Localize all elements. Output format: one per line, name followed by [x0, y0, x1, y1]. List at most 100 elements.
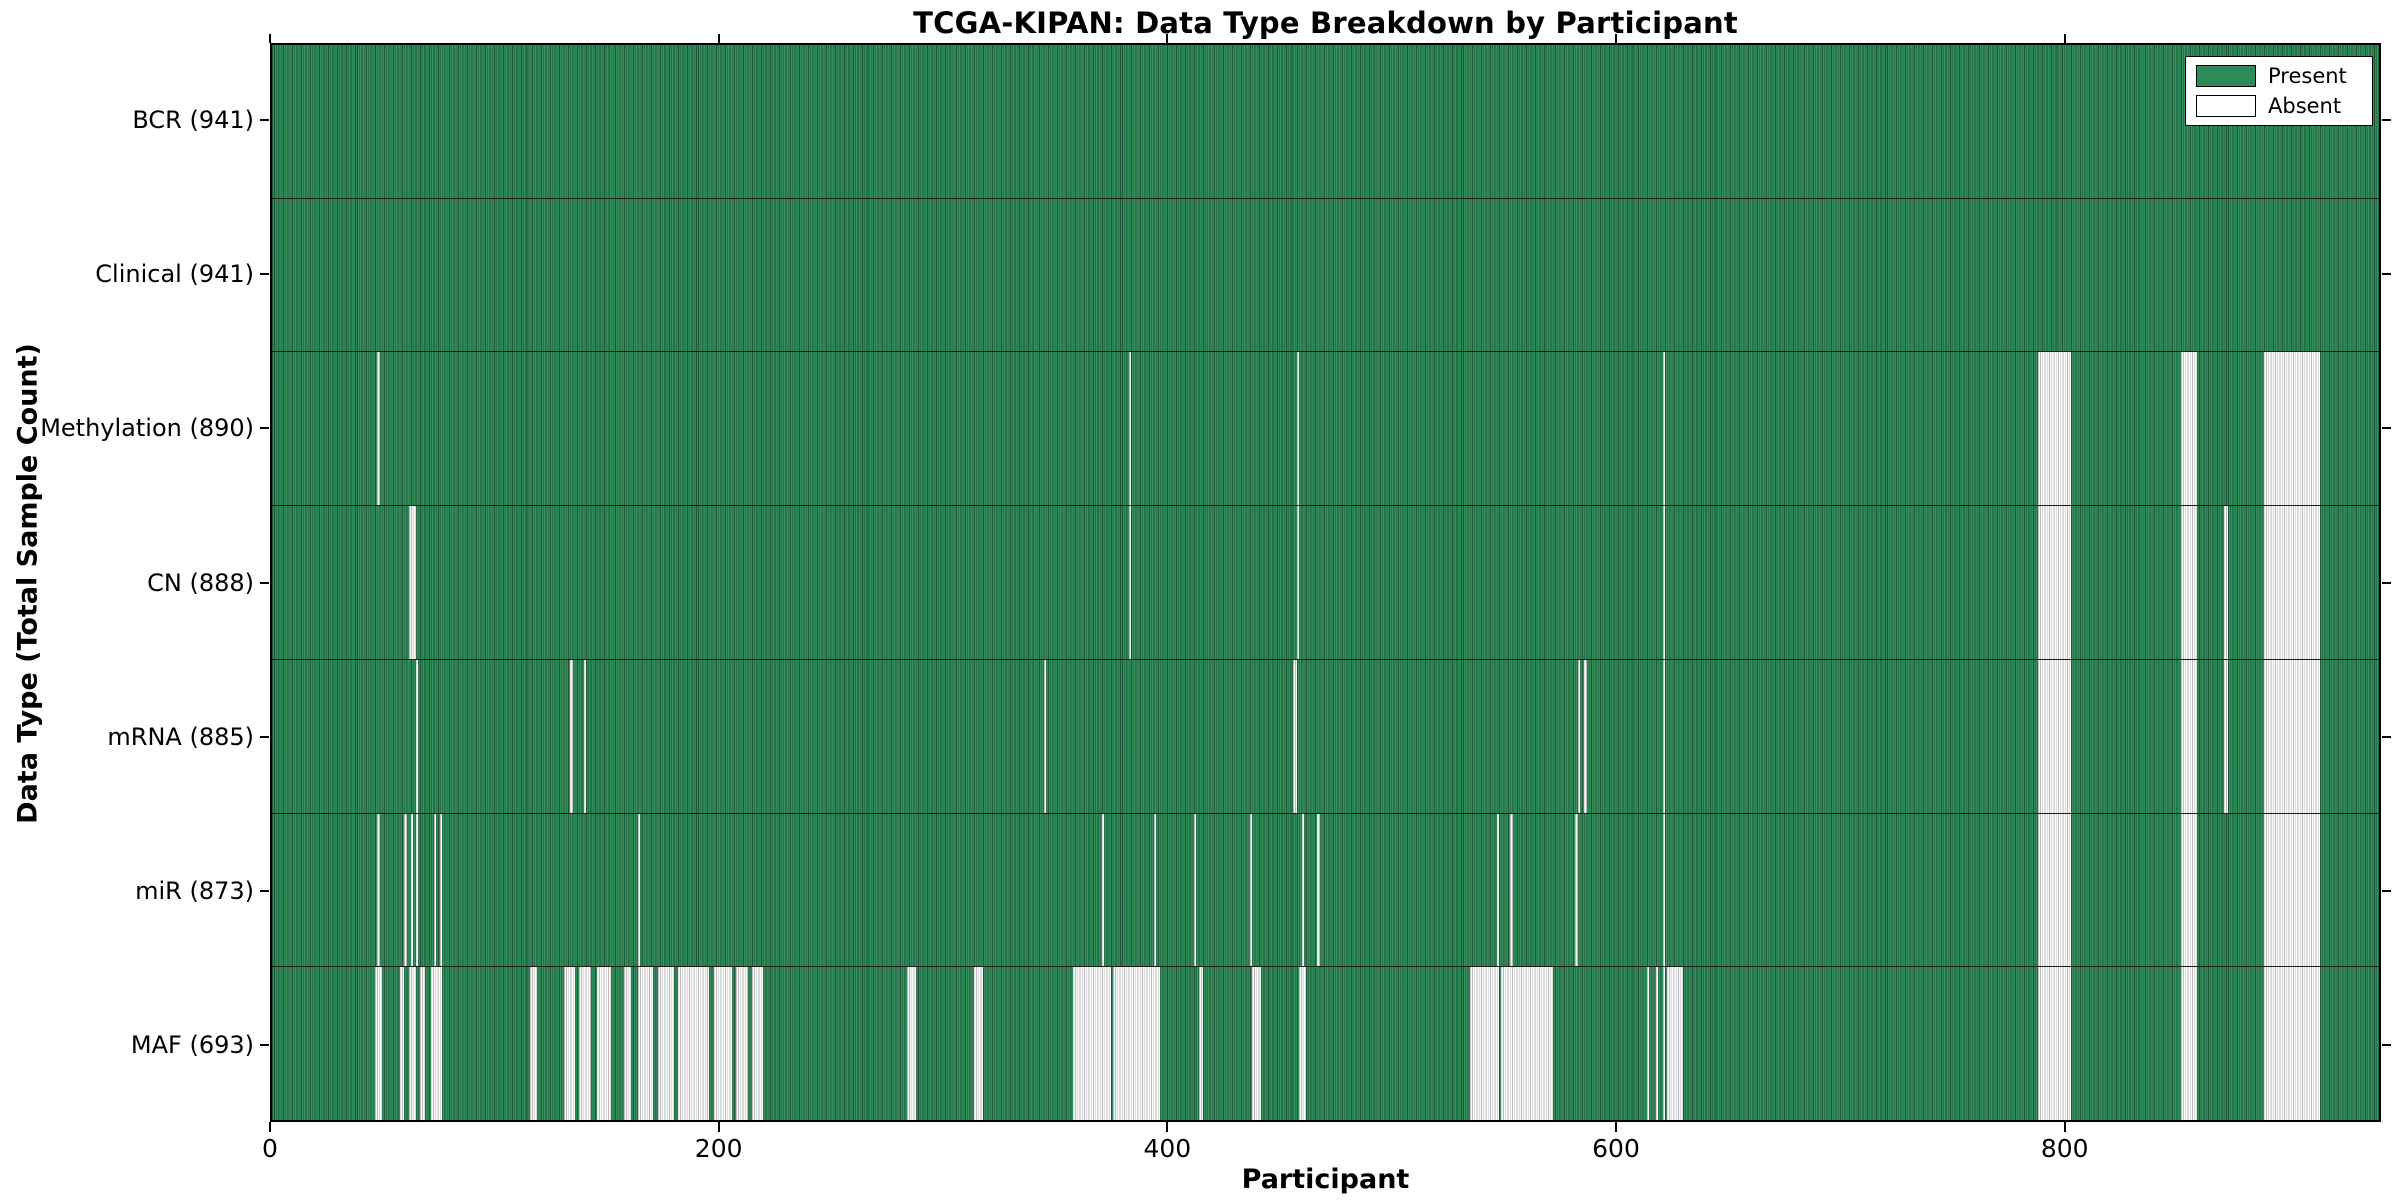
legend-label-present: Present [2268, 64, 2347, 88]
absent-stripe [2037, 352, 2072, 506]
absent-stripe [1662, 659, 1666, 813]
absent-stripe [570, 659, 573, 813]
absent-stripe [1662, 813, 1666, 967]
absent-stripe [752, 967, 764, 1121]
absent-stripe [1667, 967, 1684, 1121]
absent-stripe [1662, 352, 1666, 506]
ytick-mark-right [2382, 581, 2391, 584]
absent-stripe [1575, 813, 1578, 967]
legend-label-absent: Absent [2268, 94, 2342, 118]
row-band-mir [272, 813, 2379, 968]
absent-stripe [1128, 352, 1132, 506]
ytick-mark [260, 427, 269, 430]
absent-stripe [1301, 813, 1304, 967]
absent-stripe [1297, 352, 1300, 506]
xtick-mark [1615, 1122, 1617, 1132]
absent-stripe [411, 813, 414, 967]
absent-stripe [433, 813, 436, 967]
row-band-clinical [272, 198, 2379, 353]
absent-stripe [2181, 967, 2197, 1121]
absent-stripe [2181, 659, 2197, 813]
absent-stripe [1510, 813, 1513, 967]
xtick-mark [269, 1122, 271, 1132]
absent-stripe [2181, 352, 2197, 506]
absent-stripe [440, 813, 443, 967]
absent-stripe [2037, 813, 2072, 967]
ytick-mark-right [2382, 889, 2391, 892]
row-band-mrna [272, 659, 2379, 814]
absent-stripe [2264, 813, 2321, 967]
xtick-mark-top [269, 34, 271, 43]
absent-stripe [2181, 813, 2197, 967]
xtick-label-0: 0 [262, 1134, 278, 1163]
absent-stripe [678, 967, 710, 1121]
ytick-mark-right [2382, 735, 2391, 738]
absent-stripe [1317, 813, 1320, 967]
xtick-label-800: 800 [2040, 1134, 2089, 1163]
xtick-mark [717, 1122, 720, 1132]
absent-stripe [1297, 506, 1300, 659]
absent-stripe [1647, 967, 1650, 1121]
absent-stripe [377, 813, 380, 967]
absent-stripe [1113, 967, 1161, 1121]
absent-stripe [2264, 352, 2321, 506]
absent-stripe [2223, 506, 2229, 659]
ytick-mark [260, 273, 269, 276]
absent-stripe [906, 967, 916, 1121]
absent-stripe [974, 967, 984, 1121]
ytick-mark [260, 889, 269, 892]
absent-stripe [1072, 967, 1111, 1121]
xtick-mark [2063, 1122, 2066, 1132]
absent-stripe [431, 967, 443, 1121]
ytick-label-clinical: Clinical (941) [95, 260, 254, 289]
absent-stripe [415, 813, 418, 967]
legend-entry-present: Present [2196, 65, 2362, 87]
absent-stripe [415, 659, 418, 813]
absent-stripe [1662, 967, 1666, 1121]
absent-stripe [1128, 506, 1132, 659]
absent-stripe [579, 967, 591, 1121]
absent-stripe [408, 506, 416, 659]
absent-stripe [2223, 659, 2229, 813]
present-swatch-icon [2196, 65, 2256, 87]
absent-stripe [2264, 506, 2321, 659]
ytick-mark-right [2382, 427, 2391, 430]
absent-swatch-icon [2196, 95, 2256, 117]
row-band-methylation [272, 352, 2379, 507]
xtick-mark-top [1166, 34, 1169, 43]
legend: Present Absent [2185, 56, 2373, 126]
plot-area [270, 43, 2381, 1122]
chart-title: TCGA-KIPAN: Data Type Breakdown by Parti… [913, 6, 1738, 40]
absent-stripe [1102, 813, 1105, 967]
ytick-label-maf: MAF (693) [130, 1030, 254, 1059]
ytick-label-cn: CN (888) [147, 568, 254, 597]
absent-stripe [2264, 659, 2321, 813]
absent-stripe [420, 967, 425, 1121]
ytick-label-methylation: Methylation (890) [40, 414, 254, 443]
xtick-mark-top [1615, 34, 1617, 43]
absent-stripe [1198, 967, 1203, 1121]
ytick-label-mrna: mRNA (885) [107, 722, 254, 751]
x-axis-title: Participant [1241, 1164, 1410, 1195]
xtick-label-400: 400 [1143, 1134, 1192, 1163]
row-band-maf [272, 967, 2379, 1121]
ytick-mark-right [2382, 273, 2391, 276]
absent-stripe [1584, 659, 1587, 813]
absent-stripe [1662, 506, 1666, 659]
absent-stripe [637, 813, 640, 967]
absent-stripe [1496, 813, 1500, 967]
absent-stripe [1153, 813, 1156, 967]
absent-stripe [2264, 967, 2321, 1121]
xtick-label-200: 200 [694, 1134, 743, 1163]
absent-stripe [1299, 967, 1307, 1121]
ytick-label-bcr: BCR (941) [132, 106, 254, 135]
absent-stripe [377, 352, 380, 506]
row-band-cn [272, 506, 2379, 660]
absent-stripe [399, 967, 405, 1121]
absent-stripe [637, 967, 654, 1121]
absent-stripe [1252, 967, 1262, 1121]
xtick-mark [1166, 1122, 1169, 1132]
absent-stripe [1194, 813, 1197, 967]
absent-stripe [2037, 506, 2072, 659]
